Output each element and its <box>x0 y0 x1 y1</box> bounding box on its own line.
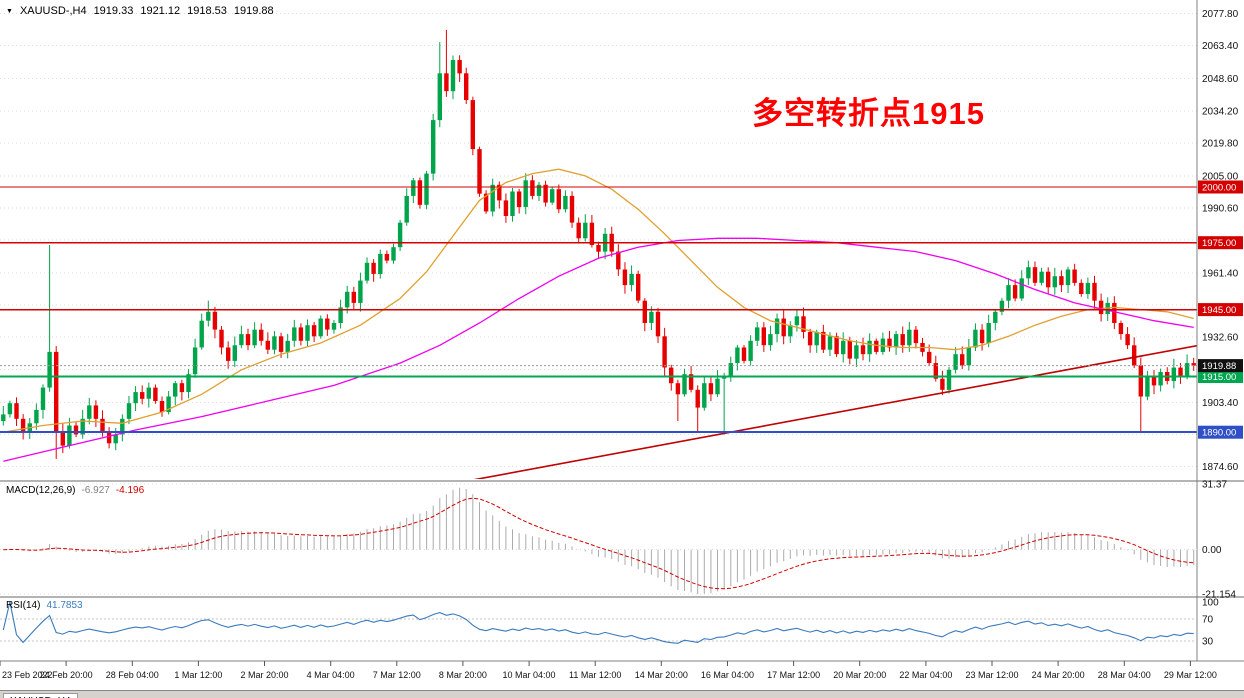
charts-tab-bar: XAUUSD-,H4 <box>0 690 1244 698</box>
svg-text:2034.20: 2034.20 <box>1202 106 1239 117</box>
svg-text:1903.40: 1903.40 <box>1202 398 1239 409</box>
svg-text:31.37: 31.37 <box>1202 480 1227 491</box>
price-tag: 1975.00 <box>1198 236 1243 249</box>
rsi-name: RSI(14) <box>6 600 41 611</box>
svg-text:23 Mar 12:00: 23 Mar 12:00 <box>965 670 1018 680</box>
svg-text:20 Mar 20:00: 20 Mar 20:00 <box>833 670 886 680</box>
ma-fast-orange-line[interactable] <box>3 168 1194 433</box>
ohlc-high: 1921.12 <box>140 5 181 17</box>
price-tag: 1919.88 <box>1198 359 1243 373</box>
ohlc-open: 1919.33 <box>93 5 134 17</box>
macd-histogram <box>9 487 1195 594</box>
svg-text:17 Mar 12:00: 17 Mar 12:00 <box>767 670 820 680</box>
svg-text:10 Mar 04:00: 10 Mar 04:00 <box>503 670 556 680</box>
svg-text:1 Mar 12:00: 1 Mar 12:00 <box>174 670 222 680</box>
svg-text:22 Mar 04:00: 22 Mar 04:00 <box>899 670 952 680</box>
svg-text:24 Mar 20:00: 24 Mar 20:00 <box>1032 670 1085 680</box>
macd-name: MACD(12,26,9) <box>6 485 76 496</box>
svg-text:28 Feb 04:00: 28 Feb 04:00 <box>106 670 159 680</box>
svg-text:0.00: 0.00 <box>1202 545 1222 556</box>
symbol-period-label: XAUUSD-,H4 <box>19 5 87 17</box>
svg-text:14 Mar 20:00: 14 Mar 20:00 <box>635 670 688 680</box>
price-tag: 1945.00 <box>1198 303 1243 317</box>
svg-text:1874.60: 1874.60 <box>1202 462 1239 473</box>
ma-slow-magenta-line[interactable] <box>3 237 1194 462</box>
rsi-label: RSI(14) 41.7853 <box>6 600 83 611</box>
rsi-line <box>2 601 1194 644</box>
svg-text:1990.60: 1990.60 <box>1202 203 1239 214</box>
svg-text:23 Feb 2022: 23 Feb 2022 <box>2 670 53 680</box>
svg-text:2063.40: 2063.40 <box>1202 41 1239 52</box>
svg-text:11 Mar 12:00: 11 Mar 12:00 <box>569 670 621 680</box>
svg-text:1945.00: 1945.00 <box>1202 305 1236 316</box>
ohlc-low: 1918.53 <box>187 5 227 17</box>
svg-text:30: 30 <box>1202 637 1214 648</box>
svg-text:1915.00: 1915.00 <box>1202 372 1236 383</box>
svg-text:4 Mar 04:00: 4 Mar 04:00 <box>307 670 355 680</box>
macd-label: MACD(12,26,9) -6.927 -4.196 <box>6 485 144 496</box>
svg-text:1975.00: 1975.00 <box>1202 238 1236 249</box>
trendline[interactable] <box>466 344 1199 481</box>
svg-text:2077.80: 2077.80 <box>1202 9 1239 20</box>
chart-tab[interactable]: XAUUSD-,H4 <box>3 693 78 698</box>
svg-text:2019.80: 2019.80 <box>1202 138 1239 149</box>
chart-title-bar: ▼ XAUUSD-,H4 1919.33 1921.12 1918.53 191… <box>6 5 274 17</box>
svg-text:1961.40: 1961.40 <box>1202 269 1239 280</box>
macd-value-signal: -4.196 <box>115 485 145 496</box>
annotation-text[interactable]: 多空转折点1915 <box>752 96 985 131</box>
svg-text:2048.60: 2048.60 <box>1202 74 1239 85</box>
svg-text:28 Mar 04:00: 28 Mar 04:00 <box>1098 670 1151 680</box>
macd-value-main: -6.927 <box>81 485 110 496</box>
svg-text:100: 100 <box>1202 598 1219 609</box>
svg-text:1890.00: 1890.00 <box>1202 428 1236 439</box>
ohlc-close: 1919.88 <box>233 5 274 17</box>
macd-signal-line <box>3 497 1194 590</box>
svg-text:2 Mar 20:00: 2 Mar 20:00 <box>241 670 289 680</box>
pane-separator[interactable] <box>0 596 1244 598</box>
price-tag: 2000.00 <box>1198 180 1243 194</box>
price-tag: 1890.00 <box>1198 425 1243 439</box>
svg-text:2005.00: 2005.00 <box>1202 171 1239 182</box>
svg-text:24 Feb 20:00: 24 Feb 20:00 <box>40 670 93 680</box>
price-scale[interactable]: 2077.80 2063.40 2048.60 2034.20 2019.80 2005.… <box>1198 9 1243 648</box>
symbol-dropdown-icon[interactable]: ▼ <box>6 7 13 15</box>
svg-text:1919.88: 1919.88 <box>1202 361 1236 372</box>
svg-text:16 Mar 04:00: 16 Mar 04:00 <box>701 670 754 680</box>
rsi-value: 41.7853 <box>46 600 83 611</box>
svg-text:-21.154: -21.154 <box>1202 590 1236 601</box>
svg-text:8 Mar 20:00: 8 Mar 20:00 <box>439 670 487 680</box>
price-tag: 1915.00 <box>1198 370 1243 383</box>
svg-text:7 Mar 12:00: 7 Mar 12:00 <box>373 670 421 680</box>
svg-text:29 Mar 12:00: 29 Mar 12:00 <box>1164 670 1217 680</box>
pane-separator[interactable] <box>0 480 1244 482</box>
svg-text:70: 70 <box>1202 614 1214 625</box>
svg-text:2000.00: 2000.00 <box>1202 183 1236 194</box>
svg-text:1932.60: 1932.60 <box>1202 333 1239 344</box>
